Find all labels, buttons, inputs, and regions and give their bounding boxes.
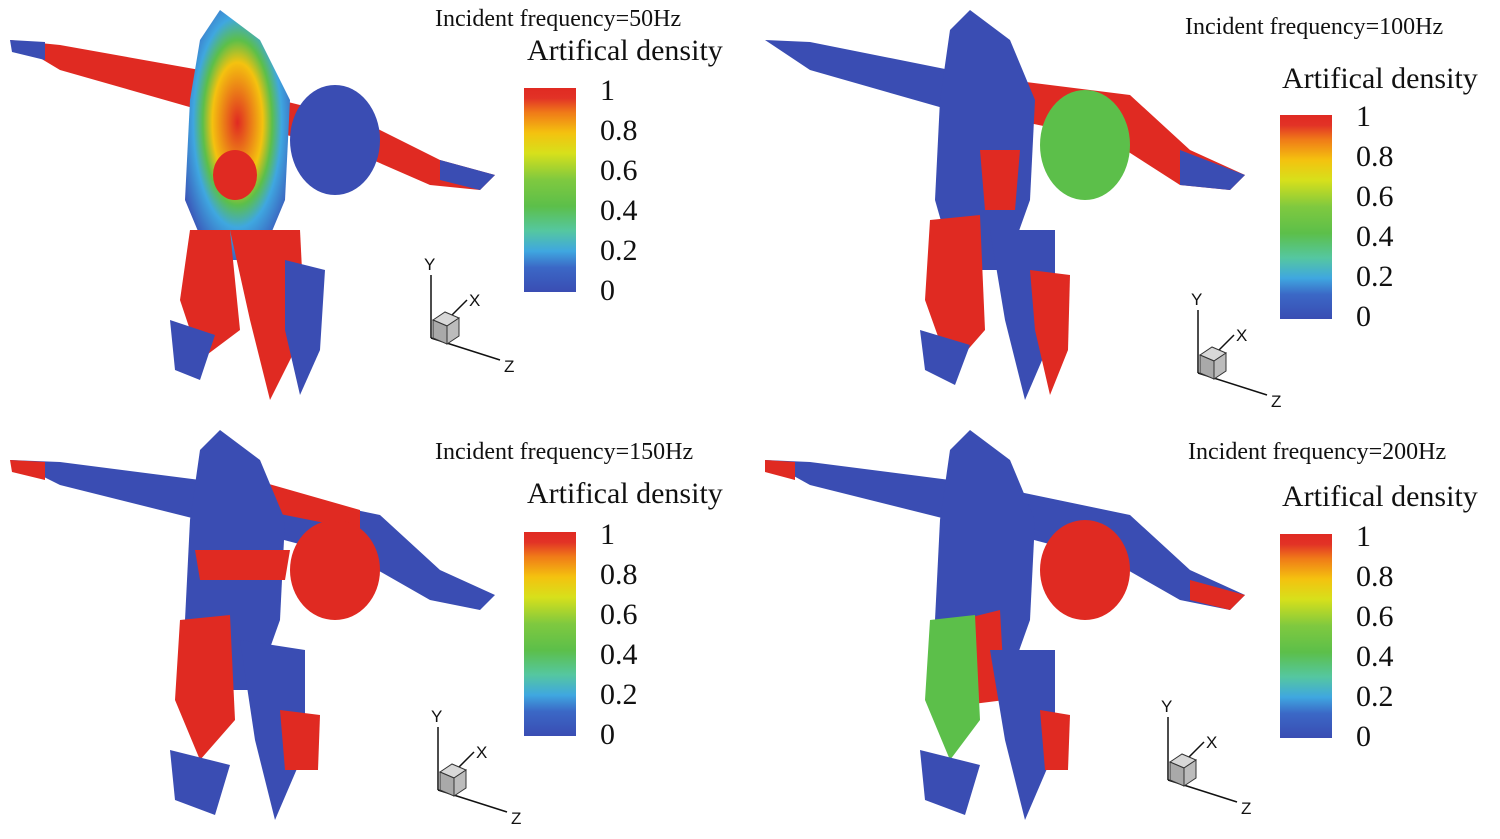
axis-triad: Y X Z	[1191, 290, 1281, 411]
colorbar-tick-0: 0	[1356, 720, 1371, 753]
colorbar-tick-0.4: 0.4	[1356, 220, 1394, 253]
axis-label-x: X	[476, 743, 487, 762]
colorbar-title: Artifical density	[527, 477, 723, 510]
axis-label-y: Y	[424, 255, 435, 274]
axis-label-x: X	[469, 291, 480, 310]
axis-label-y: Y	[431, 707, 442, 726]
panel-title: Incident frequency=200Hz	[1188, 439, 1447, 465]
panel-title: Incident frequency=50Hz	[435, 6, 682, 32]
axis-label-y: Y	[1161, 697, 1172, 716]
axis-label-z: Z	[511, 809, 521, 828]
panel-title: Incident frequency=150Hz	[435, 439, 694, 465]
colorbar	[1280, 115, 1332, 319]
colorbar-tick-0.6: 0.6	[1356, 600, 1394, 633]
axis-triad: Y X Z	[431, 707, 521, 828]
colorbar-tick-0.8: 0.8	[1356, 140, 1394, 173]
axis-label-y: Y	[1191, 290, 1202, 309]
colorbar-tick-0.4: 0.4	[600, 638, 638, 671]
colorbar-tick-0.2: 0.2	[600, 678, 638, 711]
colorbar-title: Artifical density	[1282, 480, 1478, 513]
axis-label-x: X	[1236, 326, 1247, 345]
colorbar-tick-1: 1	[1356, 520, 1371, 553]
colorbar	[524, 88, 576, 292]
colorbar-tick-0.6: 0.6	[600, 154, 638, 187]
creature-model-100hz	[765, 10, 1245, 400]
colorbar-tick-0: 0	[1356, 300, 1371, 333]
axis-label-z: Z	[1241, 799, 1251, 818]
axis-label-x: X	[1206, 733, 1217, 752]
colorbar	[1280, 534, 1332, 738]
colorbar-tick-0: 0	[600, 718, 615, 751]
colorbar-tick-1: 1	[600, 518, 615, 551]
panel-150hz: Incident frequency=150Hz Artifical densi…	[0, 420, 750, 839]
panel-title: Incident frequency=100Hz	[1185, 14, 1444, 40]
colorbar-tick-0.6: 0.6	[1356, 180, 1394, 213]
colorbar-tick-1: 1	[600, 74, 615, 107]
creature-model-50hz	[10, 10, 495, 400]
colorbar-tick-0.2: 0.2	[600, 234, 638, 267]
axis-label-z: Z	[504, 357, 514, 376]
colorbar-tick-0.4: 0.4	[1356, 640, 1394, 673]
colorbar-tick-0.4: 0.4	[600, 194, 638, 227]
axis-label-z: Z	[1271, 392, 1281, 411]
creature-model-200hz	[765, 430, 1245, 820]
panel-200hz: Incident frequency=200Hz Artifical densi…	[750, 420, 1500, 839]
colorbar-tick-0.8: 0.8	[1356, 560, 1394, 593]
panel-100hz: Incident frequency=100Hz Artifical densi…	[750, 0, 1500, 419]
creature-model-150hz	[10, 430, 495, 820]
colorbar	[524, 532, 576, 736]
colorbar-tick-0.2: 0.2	[1356, 260, 1394, 293]
colorbar-title: Artifical density	[1282, 62, 1478, 95]
axis-triad: Y X Z	[424, 255, 514, 376]
colorbar-tick-1: 1	[1356, 100, 1371, 133]
colorbar-tick-0.8: 0.8	[600, 114, 638, 147]
colorbar-tick-0.2: 0.2	[1356, 680, 1394, 713]
axis-triad: Y X Z	[1161, 697, 1251, 818]
panel-50hz: Incident frequency=50Hz Artifical densit…	[0, 0, 750, 419]
colorbar-title: Artifical density	[527, 34, 723, 67]
colorbar-tick-0.8: 0.8	[600, 558, 638, 591]
colorbar-tick-0.6: 0.6	[600, 598, 638, 631]
colorbar-tick-0: 0	[600, 274, 615, 307]
